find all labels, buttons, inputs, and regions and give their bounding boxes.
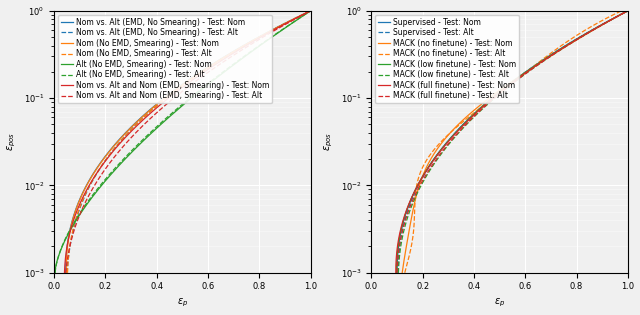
Y-axis label: $\varepsilon_{pos}$: $\varepsilon_{pos}$ [323, 132, 335, 151]
Y-axis label: $\varepsilon_{pos}$: $\varepsilon_{pos}$ [6, 132, 18, 151]
Legend: Nom vs. Alt (EMD, No Smearing) - Test: Nom, Nom vs. Alt (EMD, No Smearing) - Tes: Nom vs. Alt (EMD, No Smearing) - Test: N… [58, 14, 272, 103]
X-axis label: $\varepsilon_p$: $\varepsilon_p$ [494, 297, 505, 309]
X-axis label: $\varepsilon_p$: $\varepsilon_p$ [177, 297, 188, 309]
Legend: Supervised - Test: Nom, Supervised - Test: Alt, MACK (no finetune) - Test: Nom, : Supervised - Test: Nom, Supervised - Tes… [375, 14, 519, 103]
